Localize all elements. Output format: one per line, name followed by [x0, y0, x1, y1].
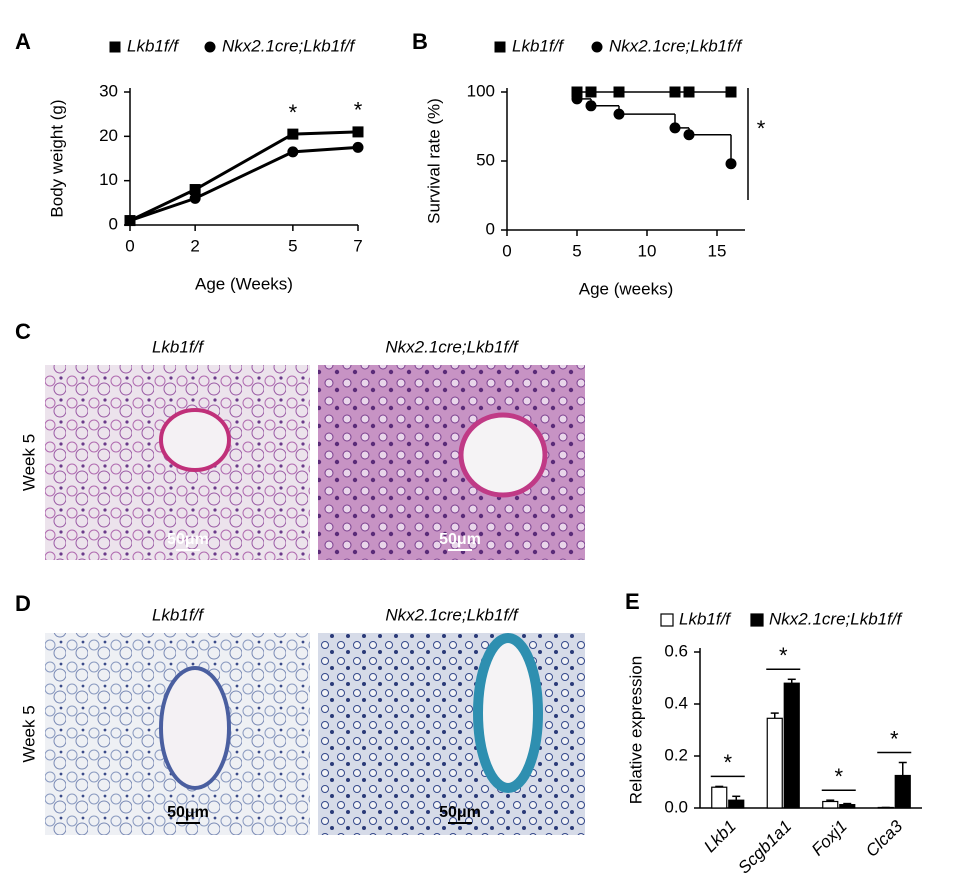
y-axis-label: Relative expression	[626, 656, 645, 804]
x-tick-label: Foxj1	[808, 817, 851, 860]
x-axis-label: Age (weeks)	[579, 279, 673, 298]
significance: *	[354, 98, 363, 123]
legend-marker	[591, 41, 603, 53]
airway	[159, 666, 231, 790]
scale-bar-label: 50μm	[439, 804, 481, 821]
x-tick-label: 7	[353, 236, 362, 255]
significance: *	[723, 750, 732, 775]
bar	[822, 800, 839, 809]
bar	[783, 682, 800, 809]
bar	[877, 806, 894, 809]
x-tick-label: 2	[190, 236, 199, 255]
marker	[683, 129, 695, 141]
y-axis-label: Body weight (g)	[47, 99, 66, 217]
image-label: Nkx2.1cre;Lkb1f/f	[385, 605, 520, 624]
marker	[585, 86, 597, 98]
airway	[473, 633, 543, 793]
panel-letter: B	[412, 29, 428, 54]
legend-label: Nkx2.1cre;Lkb1f/f	[609, 36, 744, 55]
significance: *	[289, 100, 298, 125]
y-tick-label: 0.0	[664, 797, 688, 816]
panel-letter: D	[15, 591, 31, 616]
bar	[728, 799, 745, 809]
x-tick-label: 10	[638, 241, 657, 260]
scale-bar-label: 50μm	[167, 804, 209, 821]
marker	[725, 86, 737, 98]
marker	[352, 126, 364, 138]
x-tick-label: 0	[125, 236, 134, 255]
marker	[124, 215, 136, 227]
significance: *	[834, 764, 843, 789]
marker	[571, 93, 583, 105]
x-axis-label: Age (Weeks)	[195, 274, 293, 293]
airway	[458, 412, 548, 498]
marker	[189, 184, 201, 196]
row-label: Week 5	[19, 705, 38, 762]
panel-letter: A	[15, 29, 31, 54]
x-tick-label: 15	[708, 241, 727, 260]
significance: *	[757, 116, 766, 141]
image-label: Lkb1f/f	[152, 337, 205, 356]
panel-letter: C	[15, 319, 31, 344]
legend-marker	[494, 41, 506, 53]
marker	[189, 192, 201, 204]
airway	[159, 408, 231, 472]
legend-swatch	[660, 613, 674, 627]
marker	[571, 86, 583, 98]
bar	[711, 786, 728, 809]
marker	[683, 86, 695, 98]
y-tick-label: 100	[467, 81, 495, 100]
y-axis-label: Survival rate (%)	[424, 98, 443, 224]
marker	[585, 100, 597, 112]
significance: *	[890, 726, 899, 751]
legend-swatch	[750, 613, 764, 627]
marker	[287, 128, 299, 140]
data-line	[129, 130, 359, 222]
legend-label: Nkx2.1cre;Lkb1f/f	[222, 36, 357, 55]
bar	[766, 717, 783, 809]
image-label: Lkb1f/f	[152, 605, 205, 624]
marker	[287, 146, 299, 158]
legend-label: Lkb1f/f	[127, 36, 180, 55]
x-tick-label: 0	[502, 241, 511, 260]
significance: *	[779, 643, 788, 668]
image-label: Nkx2.1cre;Lkb1f/f	[385, 337, 520, 356]
marker	[352, 141, 364, 153]
data-line	[129, 145, 359, 222]
y-tick-label: 0.2	[664, 745, 688, 764]
y-tick-label: 0.6	[664, 641, 688, 660]
histology	[45, 365, 585, 835]
panel-letter: E	[625, 589, 640, 614]
bar	[894, 774, 911, 809]
marker	[613, 86, 625, 98]
legend-label: Lkb1f/f	[512, 36, 565, 55]
scale-bar-label: 50μm	[167, 531, 209, 548]
x-tick-label: Clca3	[862, 816, 907, 861]
x-tick-label: 5	[572, 241, 581, 260]
legend-label: Lkb1f/f	[679, 609, 732, 628]
y-tick-label: 0.4	[664, 693, 688, 712]
y-tick-label: 0	[486, 219, 495, 238]
scale-bar-label: 50μm	[439, 531, 481, 548]
x-tick-label: Scgb1a1	[734, 817, 795, 878]
bar	[839, 804, 856, 809]
y-tick-label: 50	[476, 150, 495, 169]
x-tick-label: Lkb1	[700, 817, 740, 857]
legend-marker	[109, 41, 121, 53]
legend-label: Nkx2.1cre;Lkb1f/f	[769, 609, 904, 628]
row-label: Week 5	[19, 434, 38, 491]
marker	[613, 108, 625, 120]
y-tick-label: 10	[99, 170, 118, 189]
y-tick-label: 20	[99, 126, 118, 145]
marker	[669, 122, 681, 134]
y-tick-label: 30	[99, 81, 118, 100]
marker	[725, 158, 737, 170]
x-tick-label: 5	[288, 236, 297, 255]
y-tick-label: 0	[109, 214, 118, 233]
legend-marker	[204, 41, 216, 53]
marker	[669, 86, 681, 98]
